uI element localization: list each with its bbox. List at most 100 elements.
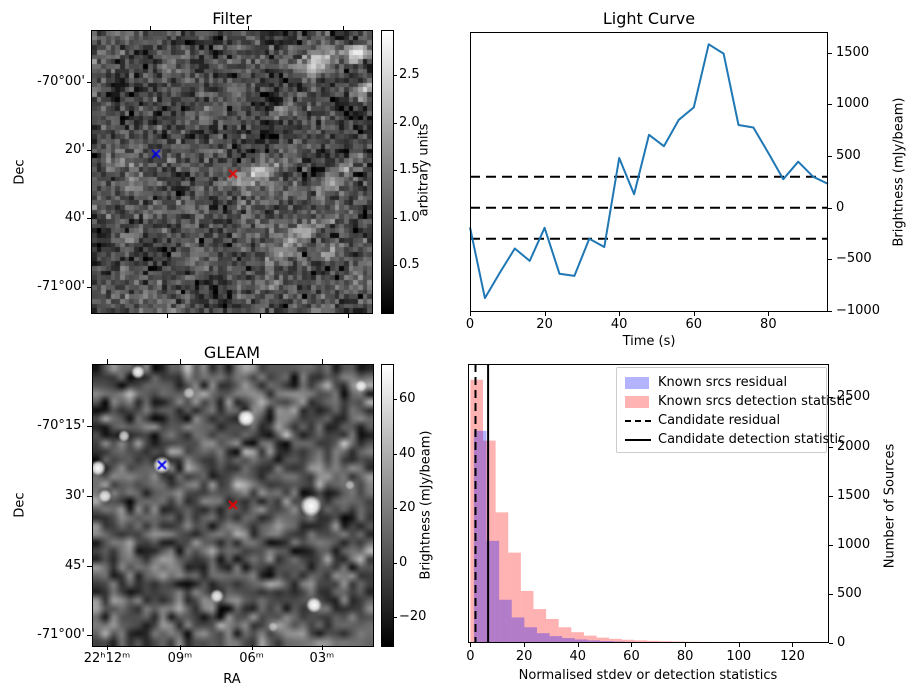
tick-label: −20: [399, 609, 427, 625]
tick-label: -70°15': [37, 417, 85, 433]
tick-label: 45': [64, 557, 85, 573]
known-detection-swatch: [625, 395, 649, 408]
axis-tick: [87, 425, 92, 427]
light-curve-xlabel: Time (s): [622, 334, 676, 349]
axis-tick: [107, 359, 108, 364]
axis-tick: [524, 643, 526, 647]
tick-label: 20': [64, 142, 85, 157]
tick-label: 1.0: [399, 209, 420, 225]
axis-tick: [87, 287, 92, 289]
tick-label: 500: [836, 147, 861, 163]
hist-bar: [495, 512, 509, 643]
axis-tick: [179, 359, 181, 364]
tick-label: 06ᵐ: [239, 651, 264, 666]
tick-label: 20: [515, 649, 533, 664]
gleam-xlabel: RA: [223, 672, 241, 687]
tick-label: 100: [726, 649, 752, 664]
tick-label: 22ʰ12ᵐ: [83, 651, 131, 666]
axis-tick: [829, 446, 833, 448]
axis-tick: [87, 81, 92, 83]
axis-tick: [544, 312, 546, 316]
legend-label: Candidate residual: [658, 413, 781, 428]
axis-tick: [347, 313, 349, 318]
legend-label: Known srcs detection statistic: [658, 394, 853, 409]
axes-frame: [468, 364, 829, 643]
axis-tick: [393, 453, 397, 455]
axis-tick: [251, 645, 253, 650]
tick-label: 0: [837, 635, 846, 650]
tick-label: 1500: [837, 487, 871, 503]
tick-label: -70°00': [37, 73, 85, 89]
hist-bar: [596, 637, 610, 643]
axis-tick: [179, 645, 181, 650]
hist-bar: [499, 599, 512, 643]
legend-item-known-residual: Known srcs residual: [625, 373, 818, 392]
tick-label: 2500: [837, 389, 871, 405]
axis-tick: [829, 643, 833, 644]
filter-colorbar: [381, 30, 394, 314]
axis-tick: [619, 312, 621, 316]
tick-label: 09ᵐ: [167, 651, 193, 666]
hist-bar: [508, 552, 521, 643]
tick-label: 2000: [837, 438, 871, 454]
axis-tick: [87, 565, 92, 567]
hist-bar: [486, 540, 500, 643]
tick-label: 60: [399, 391, 416, 407]
tick-label: 20: [536, 317, 553, 332]
axis-tick: [693, 312, 695, 316]
hist-bar: [571, 632, 584, 643]
axis-tick: [631, 643, 633, 647]
tick-label: 500: [837, 585, 862, 601]
hist-bar: [483, 440, 496, 643]
tick-label: 40': [64, 209, 85, 225]
tick-label: 2.5: [399, 66, 420, 82]
hist-bar: [549, 636, 563, 643]
hist-bar: [558, 627, 572, 643]
tick-label: −500: [836, 251, 872, 267]
hist-bar: [621, 639, 635, 643]
axis-tick: [792, 643, 794, 647]
axis-tick: [167, 313, 169, 318]
axis-tick: [393, 170, 397, 172]
hist-bar: [536, 633, 550, 643]
hist-bar: [546, 618, 559, 643]
hist-bar: [634, 640, 648, 643]
light-curve-panel-title: Light Curve: [602, 9, 696, 28]
axis-tick: [321, 645, 323, 650]
tick-label: 1000: [837, 536, 871, 552]
axis-tick: [828, 259, 832, 261]
axis-tick: [260, 313, 261, 318]
hist-bar: [520, 590, 534, 643]
histogram-ylabel: Number of Sources: [882, 443, 898, 569]
hist-bar: [609, 638, 622, 643]
axis-tick: [87, 635, 92, 637]
axis-tick: [829, 397, 833, 399]
hist-bar: [562, 638, 575, 643]
tick-label: 120: [780, 649, 805, 664]
filter-panel-title: Filter: [212, 9, 252, 28]
hist-bar: [470, 379, 484, 643]
axis-tick: [393, 265, 397, 267]
hist-bar: [533, 609, 547, 643]
axis-tick: [393, 74, 397, 76]
axis-tick: [577, 643, 579, 647]
axis-tick: [393, 508, 397, 510]
hist-bar: [511, 617, 525, 643]
tick-label: 60: [623, 649, 640, 664]
legend-label: Candidate detection statistic: [658, 432, 846, 447]
known-residual-swatch: [625, 376, 649, 389]
tick-label: 80: [760, 317, 777, 332]
tick-label: 20: [399, 500, 416, 516]
axis-tick: [470, 643, 472, 647]
tick-label: -71°00': [37, 279, 85, 295]
histogram-legend: Known srcs residual Known srcs detection…: [616, 367, 852, 453]
candidate-residual-line-swatch: [625, 419, 651, 422]
axis-tick: [321, 359, 323, 364]
axis-tick: [828, 207, 832, 209]
axis-tick: [829, 593, 833, 595]
hist-bar: [587, 640, 601, 643]
axis-tick: [247, 26, 249, 31]
tick-label: 80: [676, 649, 694, 664]
axis-tick: [107, 645, 108, 650]
axis-tick: [393, 217, 397, 219]
